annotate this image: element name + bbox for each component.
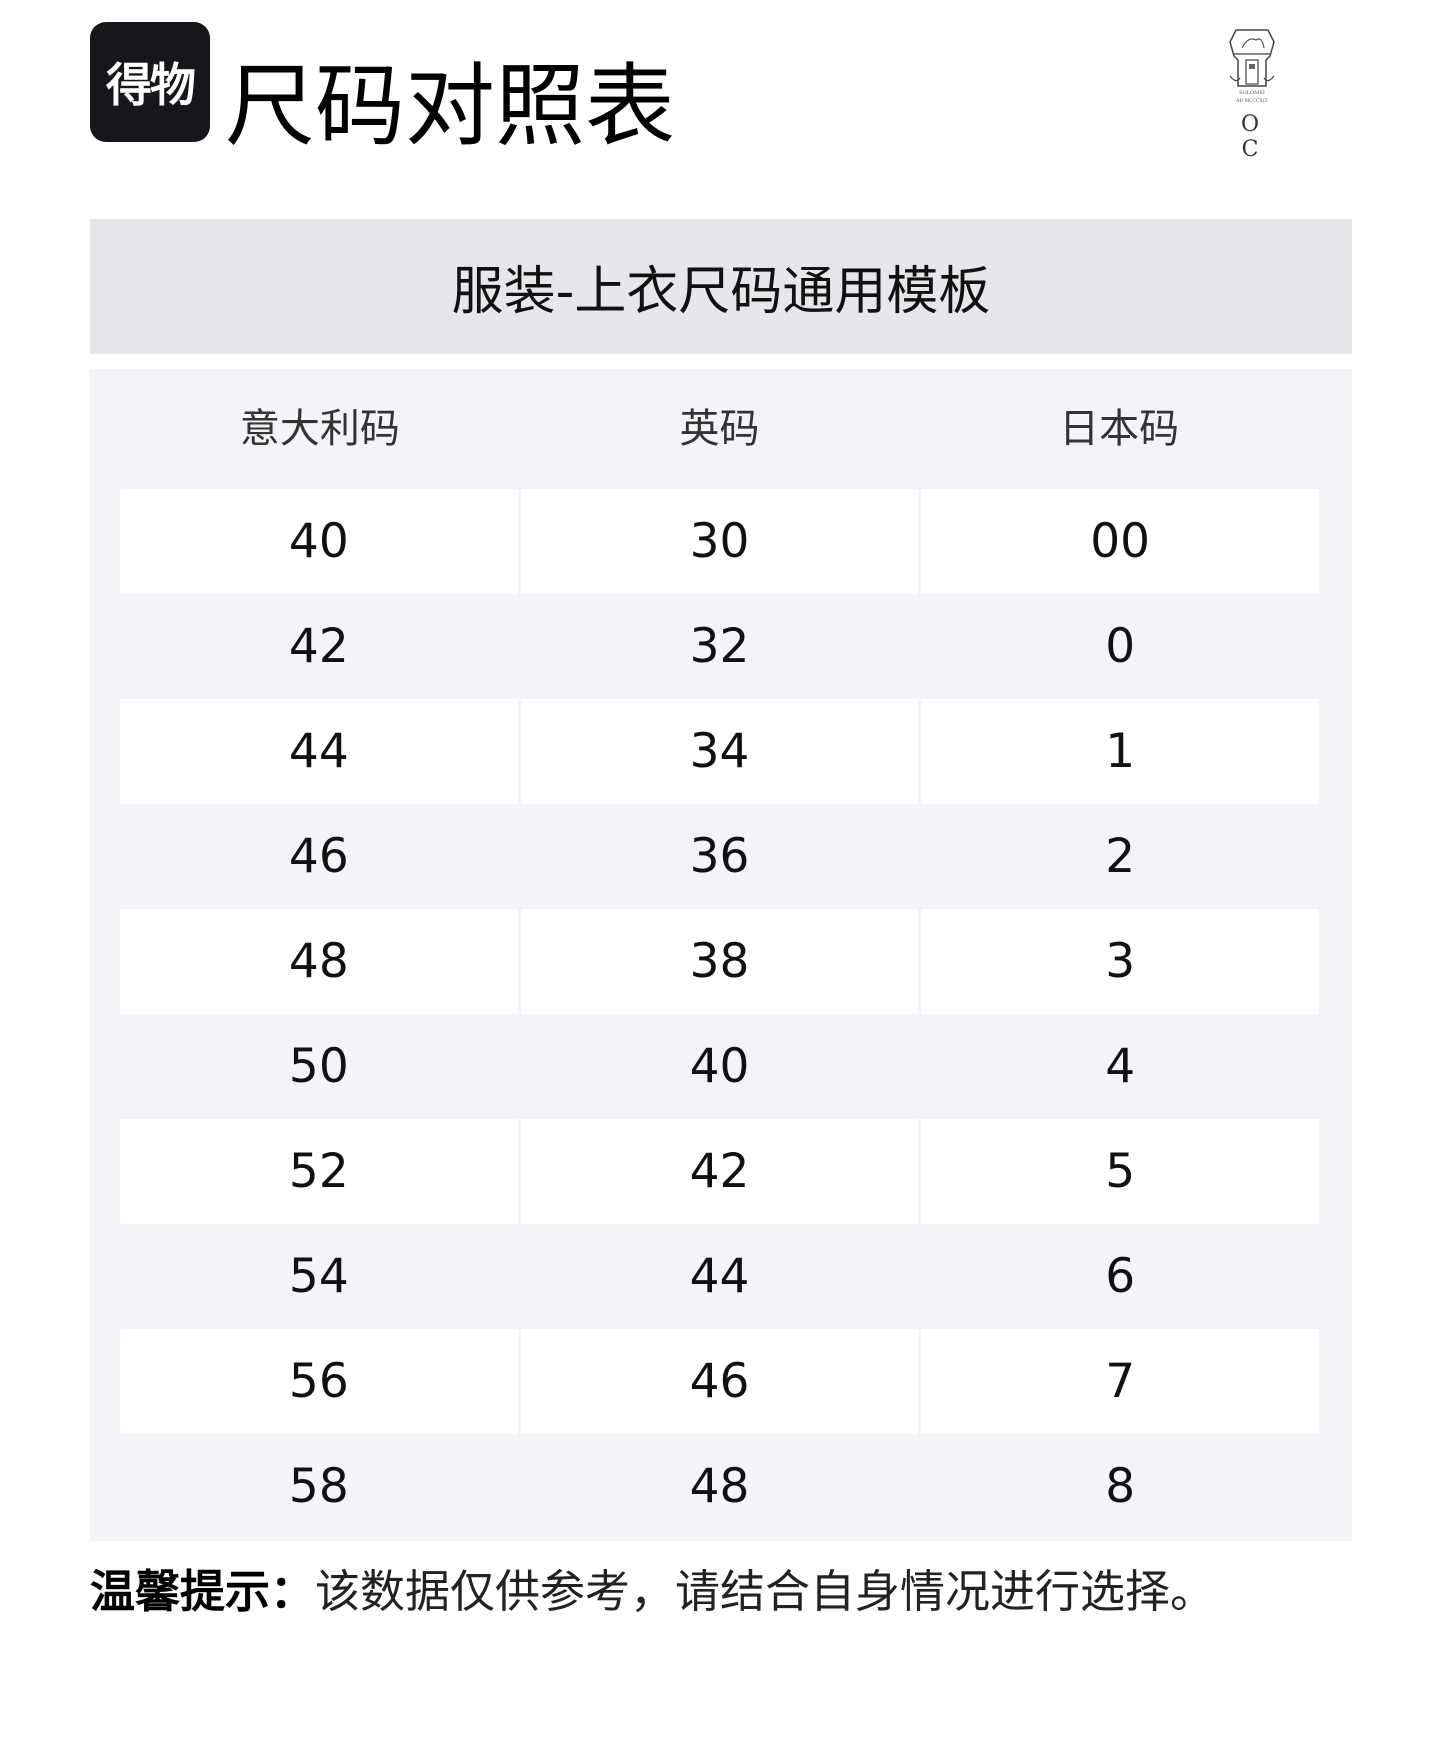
svg-text:SOLOMEI: SOLOMEI: [1239, 90, 1265, 96]
table-cell: 40: [120, 489, 518, 594]
table-body: 40 30 00 42 32 0 44 34 1 46 36 2 48 38 3 50 40 4 52 42 5 54 44…: [120, 489, 1320, 1539]
table-cell: 1: [921, 699, 1320, 804]
table-row: 40 30 00: [120, 489, 1320, 594]
table-row: 50 40 4: [120, 1014, 1319, 1119]
tip-text: 该数据仅供参考，请结合自身情况进行选择。: [315, 1565, 1216, 1618]
table-cell: 50: [288, 1039, 349, 1094]
table-cell: 32: [689, 619, 750, 674]
table-cell: 34: [520, 699, 919, 804]
table-row: 42 32 0: [120, 594, 1319, 699]
table-cell: 40: [689, 1039, 750, 1094]
table-cell: 46: [520, 1329, 919, 1434]
table-cell: 36: [689, 829, 750, 884]
table-cell: 30: [520, 489, 919, 594]
section-title: 服装-上衣尺码通用模板: [90, 219, 1352, 354]
table-cell: 54: [288, 1249, 349, 1304]
column-header-japan: 日本码: [1059, 406, 1180, 452]
footer-tip: 温馨提示：该数据仅供参考，请结合自身情况进行选择。: [90, 1562, 1215, 1622]
table-row: 46 36 2: [120, 804, 1319, 909]
brand-crest-icon: SOLOMEI AD MCCCXCI: [1229, 29, 1275, 104]
table-cell: 56: [120, 1329, 518, 1434]
table-row: 44 34 1: [120, 699, 1320, 804]
table-row: 48 38 3: [120, 909, 1320, 1014]
table-cell: 58: [288, 1459, 349, 1514]
table-cell: 3: [921, 909, 1320, 1014]
table-row: 54 44 6: [120, 1224, 1319, 1329]
table-row: 52 42 5: [120, 1119, 1320, 1224]
table-cell: 48: [689, 1459, 750, 1514]
table-cell: 2: [1105, 829, 1136, 884]
table-cell: 52: [120, 1119, 518, 1224]
size-table: 意大利码 英码 日本码 40 30 00 42 32 0 44 34 1 46 36 2 48 38 3 50…: [90, 369, 1352, 1541]
table-row: 58 48 8: [120, 1434, 1319, 1539]
column-header-uk: 英码: [679, 406, 760, 452]
table-cell: 44: [689, 1249, 750, 1304]
svg-text:AD MCCCXCI: AD MCCCXCI: [1235, 98, 1268, 104]
table-cell: 4: [1105, 1039, 1136, 1094]
table-cell: 5: [921, 1119, 1320, 1224]
table-cell: 00: [921, 489, 1320, 594]
brand-logo: SOLOMEI AD MCCCXCI O C: [1216, 26, 1288, 162]
app-logo: 得物: [90, 22, 210, 142]
page-title: 尺码对照表: [225, 54, 675, 159]
table-cell: 48: [120, 909, 518, 1014]
table-cell: 38: [520, 909, 919, 1014]
column-header-italy: 意大利码: [239, 406, 400, 452]
table-cell: 8: [1105, 1459, 1136, 1514]
table-cell: 6: [1105, 1249, 1136, 1304]
table-cell: 44: [120, 699, 518, 804]
brand-logo-text: O C: [1240, 112, 1274, 162]
tip-label: 温馨提示：: [90, 1565, 316, 1618]
table-cell: 42: [288, 619, 349, 674]
table-cell: 7: [921, 1329, 1320, 1434]
table-cell: 46: [288, 829, 349, 884]
table-cell: 0: [1105, 619, 1136, 674]
table-header: 意大利码 英码 日本码: [120, 399, 1319, 459]
table-cell: 42: [520, 1119, 919, 1224]
table-row: 56 46 7: [120, 1329, 1320, 1434]
